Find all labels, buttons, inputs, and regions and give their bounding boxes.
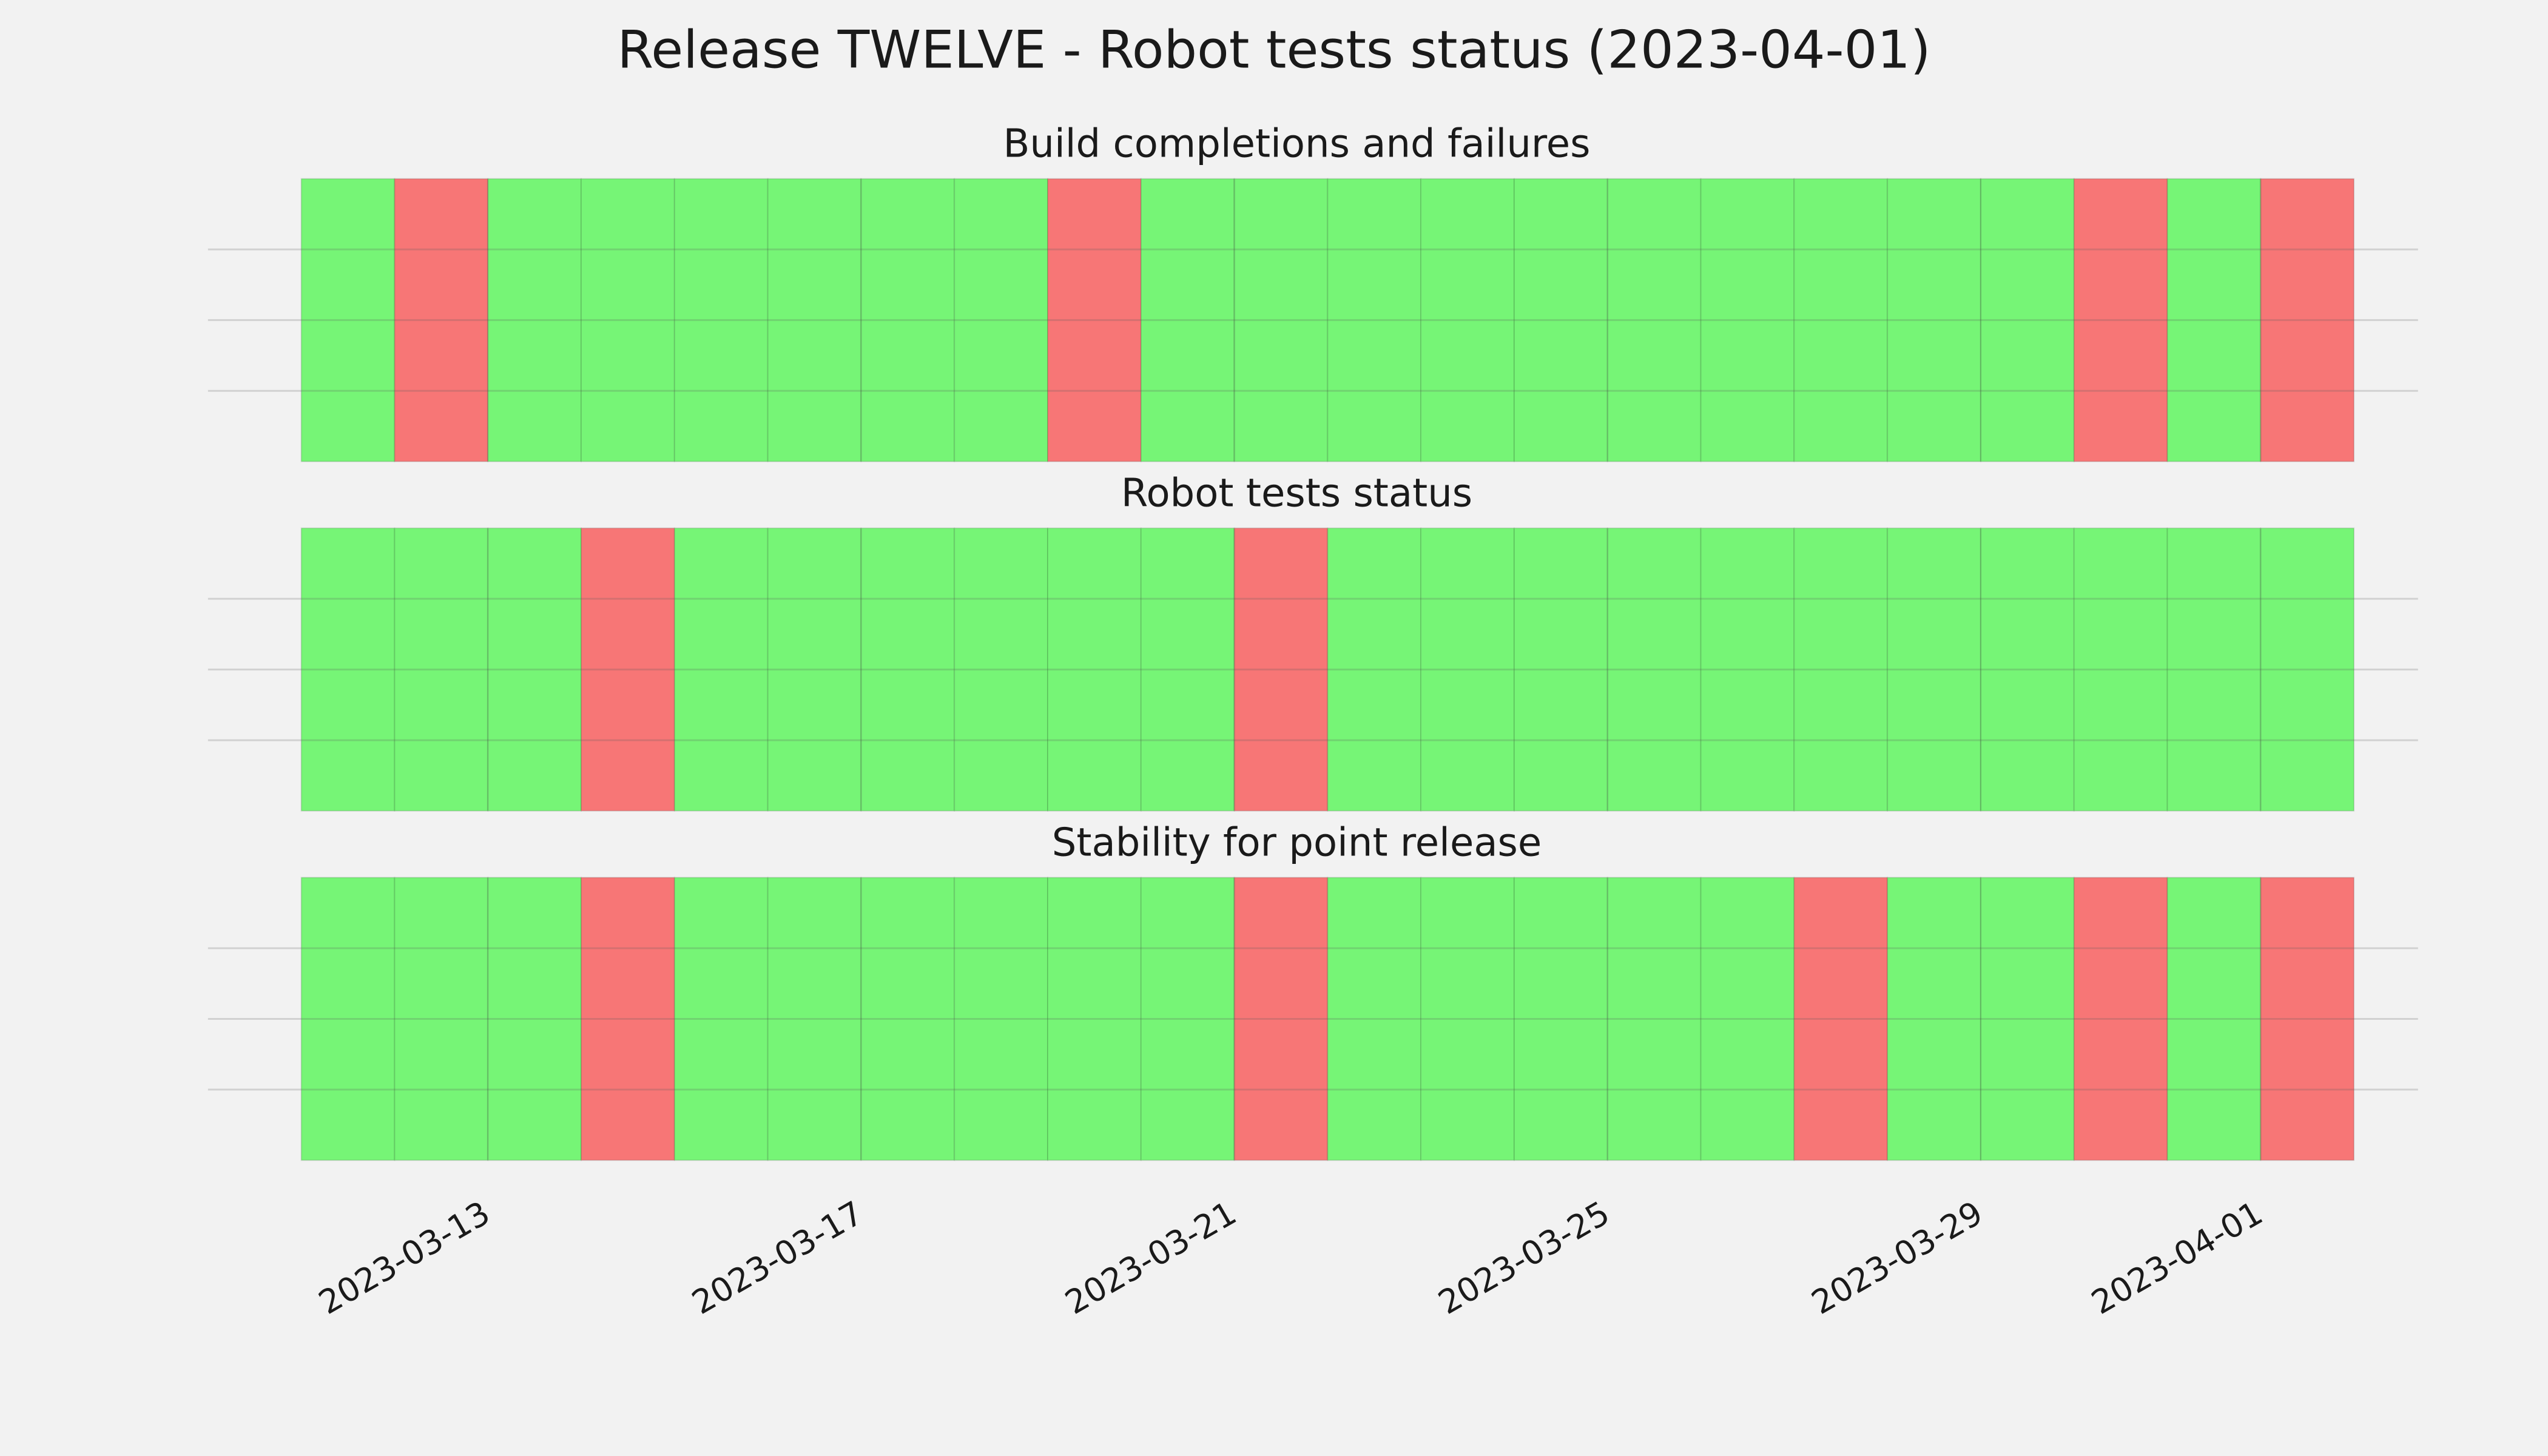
status-segment <box>1980 877 2075 1161</box>
status-segment <box>2073 527 2168 812</box>
status-segment <box>2073 178 2168 462</box>
status-segment <box>860 527 956 812</box>
status-segment <box>1513 877 1608 1161</box>
status-segment <box>1980 527 2075 812</box>
status-segment <box>1420 877 1515 1161</box>
status-segment <box>1700 178 1795 462</box>
status-segment <box>954 527 1049 812</box>
status-segment <box>2260 178 2355 462</box>
status-segment <box>2166 877 2262 1161</box>
status-segment <box>1606 527 1702 812</box>
subplot-title: Stability for point release <box>1052 820 1542 865</box>
status-segment <box>1140 178 1235 462</box>
status-segment <box>1420 178 1515 462</box>
status-segment <box>1047 527 1142 812</box>
status-segment <box>2073 877 2168 1161</box>
status-segment <box>860 178 956 462</box>
status-segment <box>394 877 489 1161</box>
status-segment <box>1420 527 1515 812</box>
status-segment <box>1793 527 1889 812</box>
status-segment <box>1327 178 1422 462</box>
status-segment <box>1140 527 1235 812</box>
status-segment <box>581 527 675 812</box>
status-segment <box>673 527 769 812</box>
status-segment <box>860 877 956 1161</box>
status-segment <box>300 877 396 1161</box>
status-segment <box>300 527 396 812</box>
status-segment <box>1887 178 1981 462</box>
status-segment <box>767 178 862 462</box>
status-segment <box>1047 178 1142 462</box>
status-segment <box>673 178 769 462</box>
status-segment <box>581 877 675 1161</box>
status-segment <box>2260 877 2355 1161</box>
status-segment <box>954 877 1049 1161</box>
status-segment <box>767 877 862 1161</box>
status-segment <box>1700 877 1795 1161</box>
status-segment <box>1233 877 1329 1161</box>
status-segment <box>1793 877 1889 1161</box>
status-segment <box>1700 527 1795 812</box>
subplot-title: Robot tests status <box>1121 471 1472 516</box>
status-segment <box>1233 527 1329 812</box>
status-segment <box>581 178 675 462</box>
status-segment <box>1140 877 1235 1161</box>
status-segment <box>1887 527 1981 812</box>
status-segment <box>1327 877 1422 1161</box>
status-segment <box>1233 178 1329 462</box>
status-segment <box>394 527 489 812</box>
subplot-title: Build completions and failures <box>1003 122 1591 167</box>
status-segment <box>1980 178 2075 462</box>
status-segment <box>394 178 489 462</box>
status-segment <box>300 178 396 462</box>
status-segment <box>1513 527 1608 812</box>
figure-title: Release TWELVE - Robot tests status (202… <box>617 19 1930 80</box>
status-segment <box>673 877 769 1161</box>
status-segment <box>954 178 1049 462</box>
status-segment <box>2166 178 2262 462</box>
status-segment <box>1793 178 1889 462</box>
status-segment <box>1606 877 1702 1161</box>
status-segment <box>487 877 582 1161</box>
status-segment <box>2260 527 2355 812</box>
status-segment <box>487 178 582 462</box>
status-segment <box>1606 178 1702 462</box>
status-segment <box>1513 178 1608 462</box>
